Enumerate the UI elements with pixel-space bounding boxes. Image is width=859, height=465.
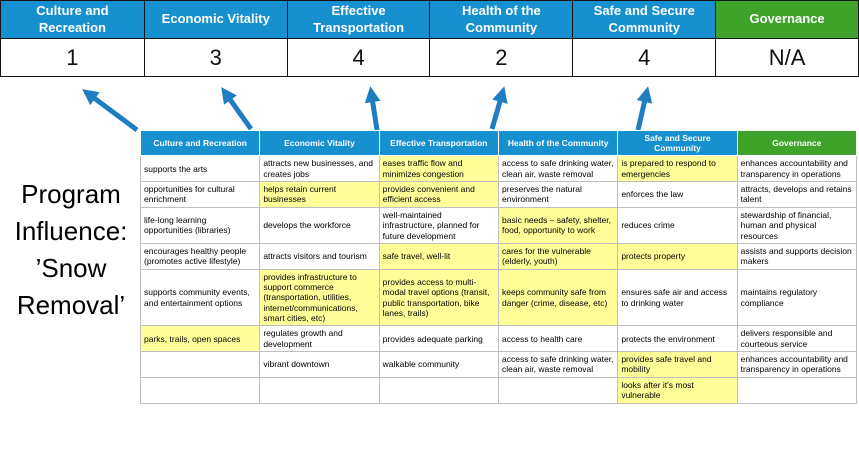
matrix-cell: supports community events, and entertain… bbox=[139, 268, 261, 327]
matrix-header-governance: Governance bbox=[736, 129, 858, 157]
matrix-cell: well-maintained infrastructure, planned … bbox=[378, 206, 499, 244]
matrix-cell: parks, trails, open spaces bbox=[139, 325, 261, 353]
matrix-cell: attracts new businesses, and creates job… bbox=[259, 155, 380, 183]
program-influence-label: Program Influence: ’Snow Removal’ bbox=[0, 176, 142, 324]
matrix-header-safe-and-secure-community: Safe and Secure Community bbox=[617, 129, 738, 157]
matrix-row-8: looks after it's most vulnerable bbox=[139, 376, 858, 404]
matrix-row-3: life-long learning opportunities (librar… bbox=[139, 206, 858, 244]
matrix-cell: provides adequate parking bbox=[378, 325, 499, 353]
matrix-cell: is prepared to respond to emergencies bbox=[617, 155, 738, 183]
matrix-header-health-of-the-community: Health of the Community bbox=[497, 129, 619, 157]
matrix-cell: preserves the natural environment bbox=[497, 181, 619, 208]
matrix-cell: provides access to multi-modal travel op… bbox=[378, 268, 499, 327]
pillar-header-transportation: Effective Transportation bbox=[287, 1, 430, 39]
matrix-cell: assists and supports decision makers bbox=[736, 242, 858, 270]
matrix-row-4: encourages healthy people (promotes acti… bbox=[139, 242, 858, 270]
matrix-cell: develops the workforce bbox=[259, 206, 380, 244]
matrix-cell: protects the environment bbox=[617, 325, 738, 353]
matrix-row-6: parks, trails, open spaces regulates grow… bbox=[139, 325, 858, 353]
score-summary-table: Culture and Recreation 1 Economic Vitali… bbox=[0, 0, 859, 77]
matrix-cell: access to safe drinking water, clean air… bbox=[497, 155, 619, 183]
matrix-cell: helps retain current businesses bbox=[259, 181, 380, 208]
matrix-cell: access to safe drinking water, clean air… bbox=[497, 351, 619, 378]
pillar-score-health: 2 bbox=[430, 39, 573, 76]
matrix-header-culture-and-recreation: Culture and Recreation bbox=[139, 129, 261, 157]
pillar-header-safe: Safe and Secure Community bbox=[573, 1, 716, 39]
matrix-cell: enhances accountability and transparency… bbox=[736, 351, 858, 378]
matrix-cell: attracts, develops and retains talent bbox=[736, 181, 858, 208]
matrix-cell bbox=[378, 376, 499, 404]
matrix-cell: life-long learning opportunities (librar… bbox=[139, 206, 261, 244]
up-arrow-icon-2 bbox=[221, 87, 254, 131]
matrix-row-2: opportunities for cultural enrichment hel… bbox=[139, 181, 858, 208]
matrix-cell: maintains regulatory compliance bbox=[736, 268, 858, 327]
pillar-header-health: Health of the Community bbox=[430, 1, 573, 39]
pillar-header-economic: Economic Vitality bbox=[144, 1, 287, 39]
program-label-line-3: ’Snow bbox=[35, 252, 107, 283]
matrix-cell: ensures safe air and access to drinking … bbox=[617, 268, 738, 327]
pillar-score-economic: 3 bbox=[144, 39, 287, 76]
matrix-row-5: supports community events, and entertain… bbox=[139, 268, 858, 327]
up-arrow-icon-3 bbox=[364, 86, 381, 131]
matrix-cell: opportunities for cultural enrichment bbox=[139, 181, 261, 208]
program-label-line-1: Program bbox=[21, 179, 121, 209]
matrix-cell: cares for the vulnerable (elderly, youth… bbox=[497, 242, 619, 270]
matrix-cell: stewardship of financial, human and phys… bbox=[736, 206, 858, 244]
pillar-header-governance: Governance bbox=[716, 1, 858, 39]
pillar-score-governance: N/A bbox=[716, 39, 858, 76]
matrix-cell: looks after it's most vulnerable bbox=[617, 376, 738, 404]
matrix-row-1: supports the arts attracts new businesses… bbox=[139, 155, 858, 183]
matrix-cell bbox=[259, 376, 380, 404]
matrix-cell: regulates growth and development bbox=[259, 325, 380, 353]
matrix-cell: walkable community bbox=[378, 351, 499, 378]
pillar-score-safe: 4 bbox=[573, 39, 716, 76]
program-label-line-2: Influence: bbox=[14, 215, 128, 246]
matrix-cell: provides infrastructure to support comme… bbox=[259, 268, 380, 327]
matrix-header-economic-vitality: Economic Vitality bbox=[259, 129, 380, 157]
matrix-cell: enhances accountability and transparency… bbox=[736, 155, 858, 183]
pillar-column-governance: Governance N/A bbox=[715, 1, 858, 76]
program-label-line-4: Removal’ bbox=[16, 289, 126, 320]
matrix-cell: reduces crime bbox=[617, 206, 738, 244]
matrix-cell: safe travel, well-lit bbox=[378, 242, 499, 270]
pillar-column-health: Health of the Community 2 bbox=[429, 1, 573, 76]
pillar-column-safe: Safe and Secure Community 4 bbox=[572, 1, 716, 76]
matrix-cell: supports the arts bbox=[139, 155, 261, 183]
matrix-cell: keeps community safe from danger (crime,… bbox=[497, 268, 619, 327]
matrix-cell bbox=[139, 351, 261, 378]
pillar-column-economic: Economic Vitality 3 bbox=[143, 1, 287, 76]
matrix-cell: access to health care bbox=[497, 325, 619, 353]
matrix-cell: basic needs – safety, shelter, food, opp… bbox=[497, 206, 619, 244]
matrix-cell: delivers responsible and courteous servi… bbox=[736, 325, 858, 353]
pillar-score-culture: 1 bbox=[1, 39, 144, 76]
pillar-score-transportation: 4 bbox=[287, 39, 430, 76]
matrix-cell bbox=[736, 376, 858, 404]
matrix-cell bbox=[139, 376, 261, 404]
pillar-column-culture: Culture and Recreation 1 bbox=[1, 1, 144, 76]
up-arrow-icon-1 bbox=[82, 89, 139, 133]
up-arrow-icon-4 bbox=[489, 86, 508, 130]
matrix-cell: provides convenient and efficient access bbox=[378, 181, 499, 208]
matrix-cell: provides safe travel and mobility bbox=[617, 351, 738, 378]
up-arrow-icon-5 bbox=[635, 86, 653, 131]
matrix-cell: vibrant downtown bbox=[259, 351, 380, 378]
matrix-cell: protects property bbox=[617, 242, 738, 270]
matrix-cell: attracts visitors and tourism bbox=[259, 242, 380, 270]
influence-matrix: Culture and Recreation Economic Vitality E… bbox=[139, 129, 858, 404]
matrix-cell: enforces the law bbox=[617, 181, 738, 208]
pillar-header-culture: Culture and Recreation bbox=[1, 1, 144, 39]
pillar-column-transportation: Effective Transportation 4 bbox=[286, 1, 430, 76]
matrix-cell: encourages healthy people (promotes acti… bbox=[139, 242, 261, 270]
influence-arrows bbox=[82, 86, 653, 133]
matrix-header-effective-transportation: Effective Transportation bbox=[378, 129, 499, 157]
matrix-cell bbox=[497, 376, 619, 404]
matrix-cell: eases traffic flow and minimizes congest… bbox=[378, 155, 499, 183]
matrix-row-7: vibrant downtown walkable community access… bbox=[139, 351, 858, 378]
